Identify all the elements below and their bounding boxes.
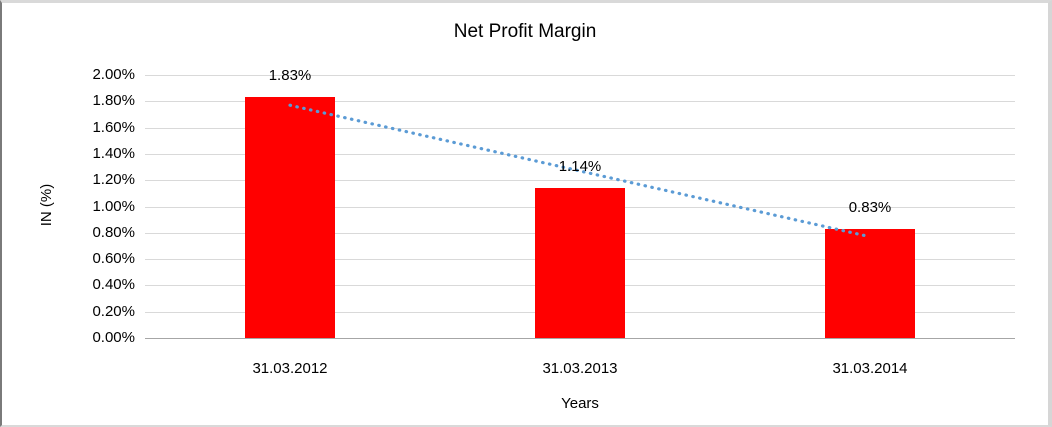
bar-data-label: 1.83% <box>268 67 312 85</box>
y-axis-tick-label: 0.60% <box>92 250 135 268</box>
y-axis-tick-label: 1.60% <box>92 118 135 136</box>
y-axis-tick-label: 1.00% <box>92 197 135 215</box>
x-axis-tick-label: 31.03.2014 <box>832 360 908 377</box>
y-axis-tick-label: 0.20% <box>92 302 135 320</box>
gridline <box>145 101 1015 103</box>
y-axis-tick-label: 1.20% <box>92 171 135 189</box>
gridline <box>145 75 1015 76</box>
chart-title: Net Profit Margin <box>453 21 597 42</box>
y-axis-tick-label: 2.00% <box>92 66 135 83</box>
bar <box>825 228 915 338</box>
x-axis-tick-label: 31.03.2012 <box>252 360 328 377</box>
bar-data-label: 1.14% <box>558 158 602 176</box>
y-axis-tick-label: 0.00% <box>92 329 135 346</box>
bar <box>535 188 625 338</box>
x-axis-title: Years <box>561 395 599 412</box>
y-axis-tick-label: 0.40% <box>92 276 135 294</box>
y-axis-tick-label: 0.80% <box>92 223 135 241</box>
x-axis-tick-label: 31.03.2013 <box>542 360 618 377</box>
y-axis-tick-label: 1.40% <box>92 144 135 162</box>
bar <box>245 97 335 338</box>
bar-data-label: 0.83% <box>848 198 892 216</box>
y-axis-tick-label: 1.80% <box>92 92 135 110</box>
